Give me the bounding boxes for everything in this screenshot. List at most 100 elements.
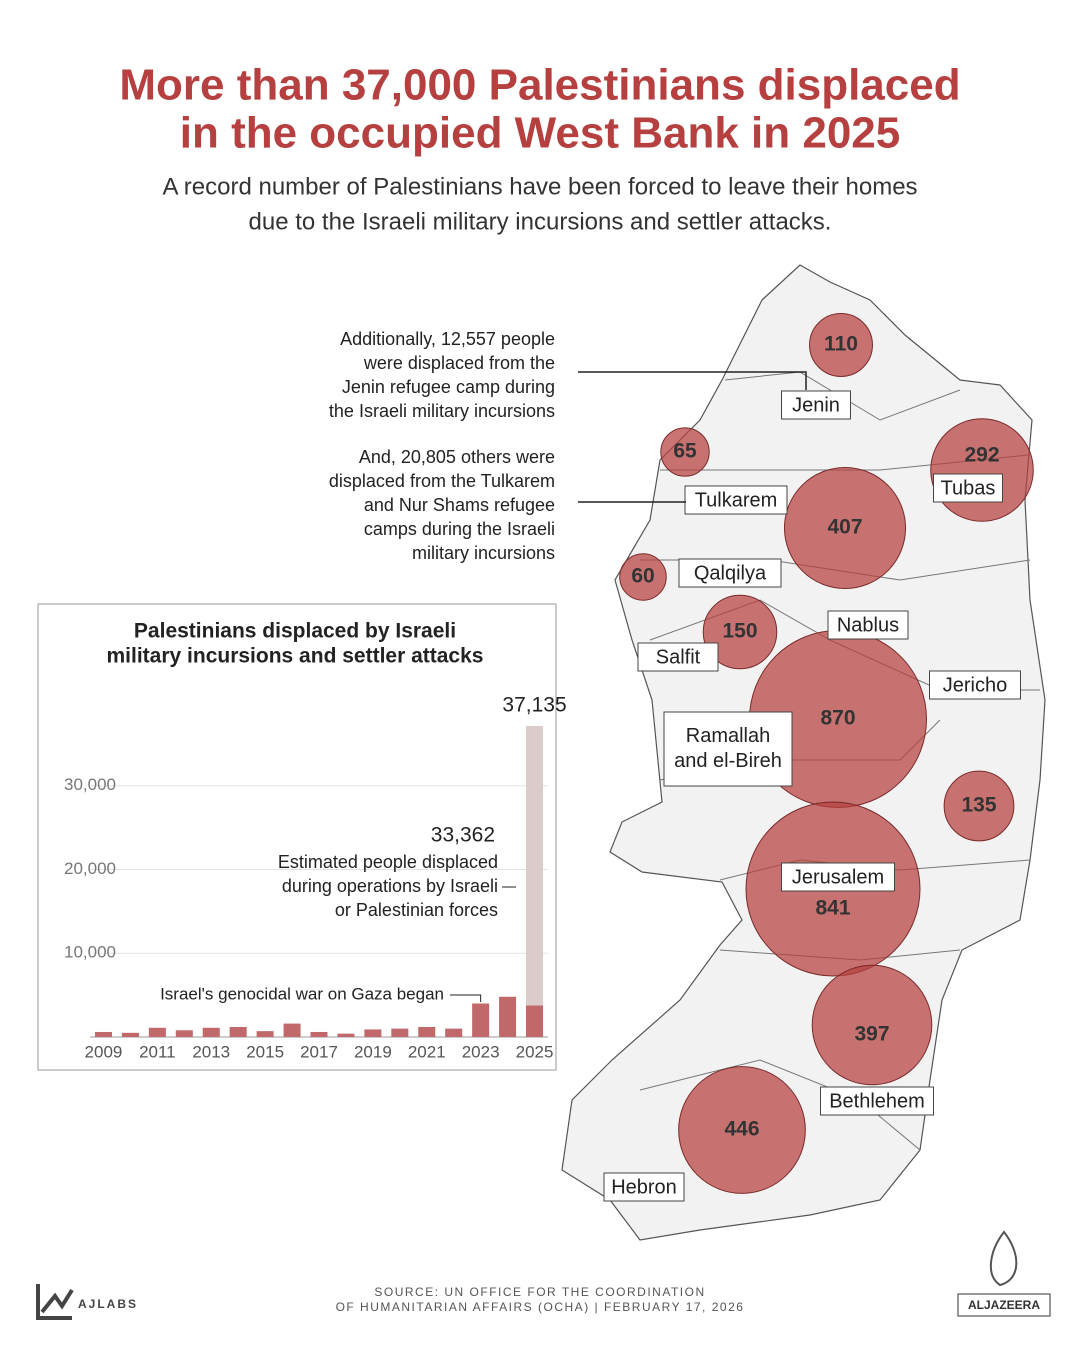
bar [283,1023,301,1037]
bubble-value: 65 [673,440,697,463]
y-tick-label: 30,000 [64,775,116,794]
subtitle-line: due to the Israeli military incursions a… [249,208,832,235]
place-label: Tubas [933,473,1003,503]
label-box [781,390,851,420]
bubble [943,770,1015,842]
bar [499,996,517,1037]
place-name: Tulkarem [695,489,778,511]
chart-title-line: Palestinians displaced by Israeli [134,620,456,643]
bar [364,1029,382,1037]
leader-line [450,994,482,1002]
source-line: OF HUMANITARIAN AFFAIRS (OCHA) | FEBRUAR… [336,1300,745,1314]
bubble-value: 397 [854,1023,889,1046]
annotation-line: Jenin refugee camp during [342,377,555,397]
x-tick-label: 2011 [139,1042,176,1061]
bubble [702,594,778,670]
place-label: Hebron [603,1172,685,1202]
label-box [663,711,793,787]
place-name: Nablus [837,614,899,636]
bubble [660,427,710,477]
source-line: SOURCE: UN OFFICE FOR THE COORDINATION [374,1285,705,1299]
bar [391,1028,409,1037]
x-tick-label: 2023 [462,1042,500,1061]
bar [472,1003,490,1037]
bubble [678,1066,806,1194]
bar [526,725,544,1006]
chart-title-line: military incursions and settler attacks [107,645,484,668]
bubble-value: 135 [961,794,996,817]
bar [445,1028,463,1037]
series-name: Estimated people displaced during operat… [277,852,498,920]
bar [526,1005,544,1037]
total-label: 37,135 [502,694,566,717]
bar [337,1033,355,1037]
label-box [684,485,788,515]
bar [418,1026,436,1037]
label-box [933,473,1003,503]
aljazeera-emblem [989,1230,1018,1287]
bar [310,1031,328,1037]
label-box [637,642,719,672]
bar [229,1026,247,1037]
x-tick-label: 2025 [516,1042,554,1061]
place-name: Jericho [943,674,1007,696]
place-name: Qalqilya [694,562,767,584]
x-tick-label: 2019 [354,1042,392,1061]
bar [202,1027,220,1037]
label-box [678,558,782,588]
leader-line [578,371,807,390]
place-name: Bethlehem [829,1090,925,1112]
place-label: Tulkarem [684,485,788,515]
bubble-value: 110 [824,333,858,356]
place-name: Jerusalem [792,866,884,888]
chart-frame [37,603,557,1071]
bubble [930,418,1034,522]
bar [148,1027,166,1037]
aljazeera-text: ALJAZEERA [968,1298,1040,1312]
place-name: Tubas [941,477,996,499]
aljazeera-box [957,1293,1051,1317]
x-tick-label: 2021 [408,1042,446,1061]
annotation-line: camps during the Israeli [364,519,555,539]
title-line: in the occupied West Bank in 2025 [180,109,901,158]
label-box [929,670,1021,700]
annotation-line: displaced from the Tulkarem [329,471,555,491]
bubble-value: 407 [827,516,862,539]
place-label: Salfit [637,642,719,672]
annotation-line: were displaced from the [363,353,555,373]
x-tick-label: 2015 [246,1042,284,1061]
annotation-line: the Israeli military incursions [329,401,555,421]
bubble-value: 150 [722,620,757,643]
ajlabs-icon [36,1284,74,1320]
annotation-line: and Nur Shams refugee [364,495,555,515]
y-tick-label: 20,000 [64,859,116,878]
ajlabs-text: AJLABS [78,1297,138,1311]
x-tick-label: 2009 [85,1042,123,1061]
subtitle-line: A record number of Palestinians have bee… [162,173,917,200]
y-tick-label: 10,000 [64,943,116,962]
bubble-value: 446 [724,1118,759,1141]
place-label: Nablus [827,610,909,640]
title-line: More than 37,000 Palestinians displaced [119,61,960,110]
ajlabs-logo: AJLABS [36,1284,138,1320]
bubble-value: 60 [631,565,654,588]
bubble [811,964,933,1086]
place-name: Salfit [656,646,701,668]
x-tick-label: 2017 [300,1042,338,1061]
annotation: Israel's genocidal war on Gaza began [160,984,444,1003]
place-label: Jerusalem [781,862,895,892]
place-label: Bethlehem [820,1086,934,1116]
bubble-value: 870 [820,707,855,730]
label-box [827,610,909,640]
bar [94,1031,112,1037]
label-box [603,1172,685,1202]
place-label: Qalqilya [678,558,782,588]
place-label: Jericho [929,670,1021,700]
bar [121,1032,139,1037]
annotation-line: Additionally, 12,557 people [340,329,555,349]
place-name: Ramallah and el-Bireh [674,725,782,772]
annotation-line: military incursions [412,543,555,563]
bar [256,1031,274,1037]
place-name: Hebron [611,1176,677,1198]
